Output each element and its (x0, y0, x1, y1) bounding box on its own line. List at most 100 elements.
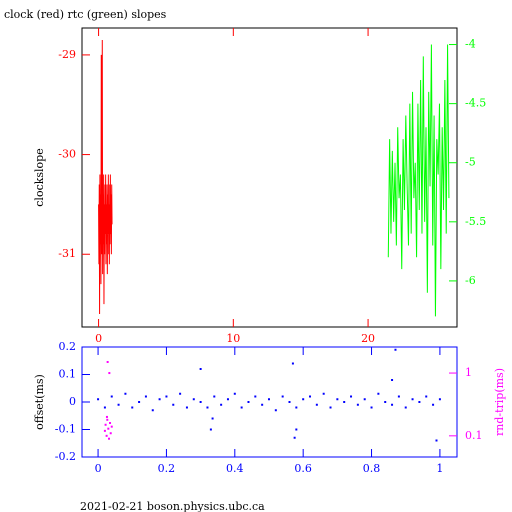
y-axis-label: clockslope (33, 148, 46, 206)
point (165, 395, 168, 398)
point (199, 401, 202, 403)
y2-tick-label: 0.1 (465, 429, 483, 442)
x-tick-label: 20 (361, 332, 375, 345)
point (105, 434, 108, 437)
point (377, 392, 380, 395)
y2-tick-label: -4.5 (465, 97, 486, 110)
point (106, 360, 109, 363)
point (281, 395, 284, 398)
point (192, 398, 195, 401)
plot-frame (81, 27, 458, 328)
point (418, 401, 421, 403)
point (209, 428, 212, 431)
y-tick-label: 0.2 (59, 340, 77, 353)
y2-tick-label: 1 (465, 366, 472, 379)
point (394, 348, 397, 351)
point (438, 398, 441, 401)
point (108, 372, 111, 375)
point (370, 406, 373, 409)
y-tick-label: -30 (58, 148, 76, 161)
point (206, 406, 209, 409)
point (103, 429, 106, 432)
point (329, 406, 332, 409)
point (144, 395, 147, 398)
point (103, 406, 106, 409)
y2-tick-label: -5.5 (465, 215, 486, 228)
y2-tick-label: -4 (465, 38, 476, 51)
point (220, 403, 223, 406)
x-tick-label: 1 (436, 462, 443, 475)
y2-axis-label: rnd-trip(ms) (493, 368, 506, 436)
point (117, 403, 120, 406)
point (315, 403, 318, 406)
y2-tick-label: -6 (465, 274, 476, 287)
point (336, 398, 339, 401)
point (179, 392, 182, 395)
point (106, 418, 109, 421)
point (107, 427, 110, 430)
point (158, 398, 161, 401)
x-tick-label: 0 (95, 332, 102, 345)
point (432, 403, 435, 406)
point (288, 401, 291, 403)
point (356, 403, 359, 406)
point (261, 403, 264, 406)
y-tick-label: 0 (69, 395, 76, 408)
y-tick-label: -31 (58, 247, 76, 260)
point (397, 395, 400, 398)
point (233, 392, 236, 395)
point (172, 403, 175, 406)
point (185, 406, 188, 409)
x-tick-label: 10 (226, 332, 240, 345)
point (384, 401, 387, 403)
point (199, 368, 202, 370)
y-axis-label: offset(ms) (33, 374, 46, 430)
point (425, 395, 428, 398)
x-tick-label: 0.4 (226, 462, 244, 475)
point (213, 395, 216, 398)
point (404, 406, 407, 409)
point (240, 406, 243, 409)
point (97, 398, 100, 401)
point (110, 395, 113, 398)
point (309, 395, 312, 398)
point (104, 423, 107, 426)
y-tick-label: 0.1 (59, 368, 77, 381)
point (109, 432, 112, 435)
point (295, 428, 298, 431)
point (274, 409, 277, 412)
point (391, 403, 394, 406)
chart-title: clock (red) rtc (green) slopes (4, 8, 167, 21)
point (411, 398, 414, 401)
point (109, 422, 112, 425)
point (151, 409, 154, 412)
point (391, 379, 394, 381)
x-tick-label: 0 (95, 462, 102, 475)
y2-tick-label: -5 (465, 156, 476, 169)
footer: 2021-02-21 boson.physics.ubc.ca (80, 500, 265, 512)
point (435, 439, 438, 442)
point (247, 401, 250, 403)
point (322, 392, 325, 395)
point (267, 398, 270, 401)
point (293, 436, 296, 439)
point (131, 406, 134, 409)
x-tick-label: 0.6 (294, 462, 312, 475)
point (110, 425, 113, 428)
point (105, 415, 108, 418)
series-line (387, 44, 450, 317)
y-tick-label: -0.2 (55, 450, 76, 463)
point (302, 398, 305, 401)
point (350, 395, 353, 398)
point (124, 392, 127, 395)
point (363, 398, 366, 401)
point (226, 398, 229, 401)
x-tick-label: 0.2 (158, 462, 176, 475)
point (254, 395, 257, 398)
series-line (98, 39, 113, 315)
y-tick-label: -29 (58, 48, 76, 61)
point (295, 406, 298, 409)
x-tick-label: 0.8 (363, 462, 381, 475)
point (138, 401, 141, 403)
